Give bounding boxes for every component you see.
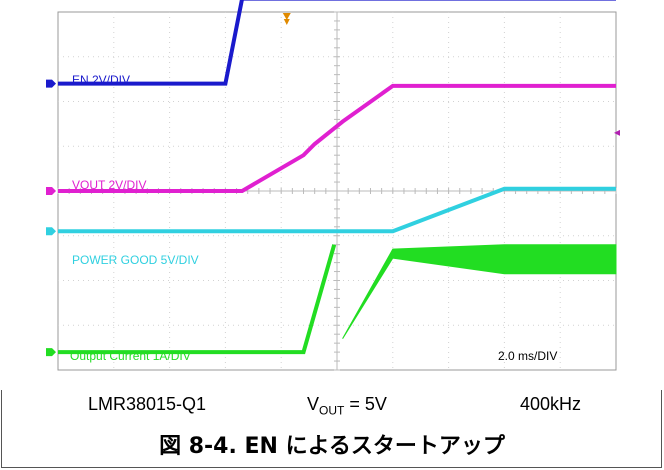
trace-0 [58, 0, 616, 86]
oscilloscope-screen [0, 0, 664, 390]
trigger-level-marker [614, 129, 620, 136]
trace-line [58, 0, 616, 86]
scope-traces [58, 0, 617, 355]
channel-ground-marker [46, 187, 56, 195]
trace-label: POWER GOOD 5V/DIV [72, 253, 199, 267]
part-number: LMR38015-Q1 [88, 394, 207, 414]
trace-line [58, 186, 616, 234]
channel-ground-marker [46, 348, 56, 357]
output-current-step [58, 244, 337, 355]
trace-label: EN 2V/DIV [72, 73, 131, 87]
vout-spec: VOUT = 5V [307, 394, 387, 418]
trace-label: Output Current 1A/DIV [70, 349, 191, 363]
time-per-division-readout: 2.0 ms/DIV [498, 349, 558, 363]
trigger-time-marker [282, 13, 291, 20]
trace-2 [58, 186, 616, 234]
output-current-ripple-band [342, 244, 617, 339]
scope-background [0, 0, 664, 390]
trigger-time-marker [283, 19, 290, 25]
scope-markers [46, 13, 620, 357]
channel-ground-marker [46, 227, 56, 236]
figure-title: 図 8-4. EN によるスタートアップ [159, 434, 505, 459]
caption-row: LMR38015-Q1 VOUT = 5V 400kHz [0, 394, 664, 420]
trace-label: VOUT 2V/DIV [72, 178, 147, 192]
trace-line [58, 83, 616, 193]
trace-1 [58, 83, 616, 193]
switching-frequency: 400kHz [520, 394, 582, 414]
trace-3 [58, 244, 617, 355]
channel-ground-marker [46, 79, 56, 88]
